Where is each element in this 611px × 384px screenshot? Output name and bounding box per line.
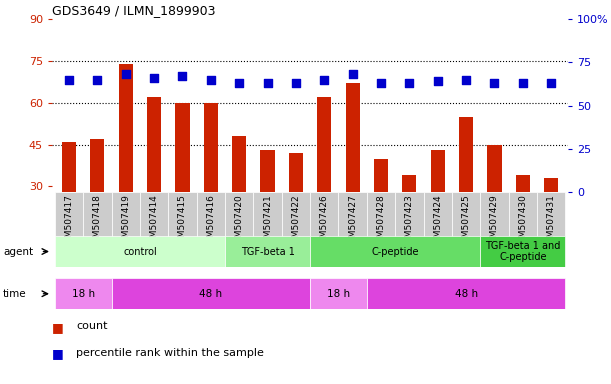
Bar [119,64,133,270]
Text: time: time [3,289,27,299]
Bar [203,103,218,270]
Bar [254,192,282,267]
Bar [374,159,388,270]
Bar [452,192,480,267]
Text: GSM507427: GSM507427 [348,194,357,249]
Bar [367,278,565,309]
Bar [232,136,246,270]
Bar [544,178,558,270]
Bar [55,192,83,267]
Point [263,80,273,86]
Bar [395,192,423,267]
Bar [168,192,197,267]
Point [206,77,216,83]
Point [234,80,244,86]
Point [121,71,131,78]
Point [320,77,329,83]
Bar [197,192,225,267]
Bar [459,117,473,270]
Text: 18 h: 18 h [327,289,350,299]
Point [404,80,414,86]
Point [149,75,159,81]
Bar [289,153,303,270]
Text: 18 h: 18 h [71,289,95,299]
Bar [488,145,502,270]
Bar [282,192,310,267]
Text: TGF-beta 1: TGF-beta 1 [241,247,295,257]
Point [546,80,556,86]
Text: agent: agent [3,247,33,257]
Text: 48 h: 48 h [199,289,222,299]
Bar [537,192,565,267]
Bar [367,192,395,267]
Bar [346,83,360,270]
Text: control: control [123,247,157,257]
Bar [112,192,140,267]
Point [291,80,301,86]
Bar [225,192,254,267]
Bar [516,175,530,270]
Bar [423,192,452,267]
Text: percentile rank within the sample: percentile rank within the sample [76,348,264,358]
Text: GSM507422: GSM507422 [291,194,301,249]
Bar [55,236,225,267]
Point [376,80,386,86]
Bar [55,278,112,309]
Point [92,77,102,83]
Bar [62,142,76,270]
Bar [83,192,112,267]
Bar [509,192,537,267]
Text: TGF-beta 1 and
C-peptide: TGF-beta 1 and C-peptide [485,241,560,262]
Bar [90,139,104,270]
Bar [147,97,161,270]
Text: ■: ■ [52,321,68,334]
Point [518,80,528,86]
Text: GSM507417: GSM507417 [64,194,73,249]
Bar [225,236,310,267]
Text: GDS3649 / ILMN_1899903: GDS3649 / ILMN_1899903 [52,3,216,17]
Text: GSM507419: GSM507419 [121,194,130,249]
Text: ■: ■ [52,348,68,361]
Bar [310,278,367,309]
Text: GSM507423: GSM507423 [405,194,414,249]
Bar [480,236,565,267]
Text: GSM507429: GSM507429 [490,194,499,249]
Text: GSM507420: GSM507420 [235,194,244,249]
Point [433,78,442,84]
Text: GSM507430: GSM507430 [518,194,527,249]
Text: count: count [76,321,108,331]
Text: GSM507415: GSM507415 [178,194,187,249]
Point [64,77,74,83]
Text: GSM507418: GSM507418 [93,194,102,249]
Text: GSM507421: GSM507421 [263,194,272,249]
Text: GSM507424: GSM507424 [433,194,442,249]
Bar [310,192,338,267]
Bar [431,150,445,270]
Text: GSM507428: GSM507428 [376,194,386,249]
Text: GSM507425: GSM507425 [461,194,470,249]
Text: GSM507426: GSM507426 [320,194,329,249]
Text: GSM507414: GSM507414 [150,194,159,249]
Text: C-peptide: C-peptide [371,247,419,257]
Text: 48 h: 48 h [455,289,478,299]
Bar [480,192,509,267]
Text: GSM507431: GSM507431 [547,194,556,249]
Bar [317,97,331,270]
Bar [338,192,367,267]
Point [489,80,499,86]
Bar [402,175,417,270]
Bar [140,192,168,267]
Bar [112,278,310,309]
Bar [175,103,189,270]
Bar [260,150,274,270]
Point [348,71,357,78]
Point [178,73,188,79]
Bar [310,236,480,267]
Point [461,77,471,83]
Text: GSM507416: GSM507416 [207,194,215,249]
